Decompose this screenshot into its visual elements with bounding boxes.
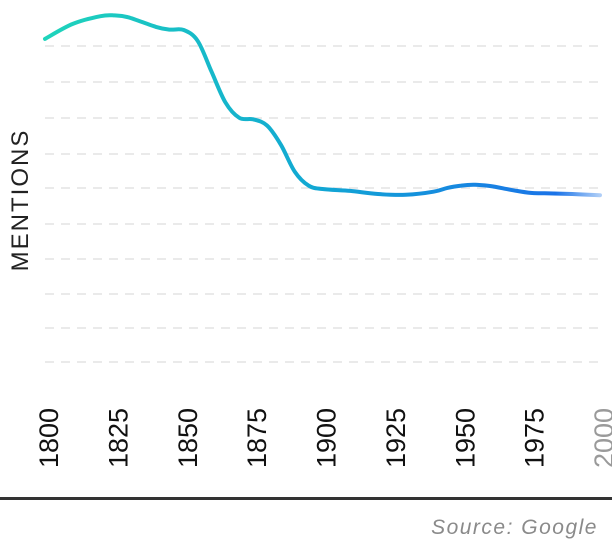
x-tick-label: 2000 [589, 408, 612, 468]
source-caption: Source: Google [431, 516, 598, 539]
x-tick-label: 1825 [103, 408, 133, 468]
line-chart: MENTIONS 1800 1825 1850 1875 1900 1925 1950 197… [7, 13, 612, 468]
x-tick-label: 1975 [520, 408, 550, 468]
x-axis-baseline [0, 497, 612, 500]
gridlines [45, 45, 600, 363]
x-tick-label: 1950 [450, 408, 480, 468]
x-tick-label: 1850 [173, 408, 203, 468]
series-line [43, 13, 602, 198]
x-tick-label: 1875 [242, 408, 272, 468]
x-tick-label: 1925 [381, 408, 411, 468]
y-axis-label: MENTIONS [7, 129, 34, 272]
x-axis-ticks: 1800 1825 1850 1875 1900 1925 1950 1975 2000 [34, 408, 612, 468]
x-tick-label: 1800 [34, 408, 64, 468]
x-tick-label: 1900 [312, 408, 342, 468]
